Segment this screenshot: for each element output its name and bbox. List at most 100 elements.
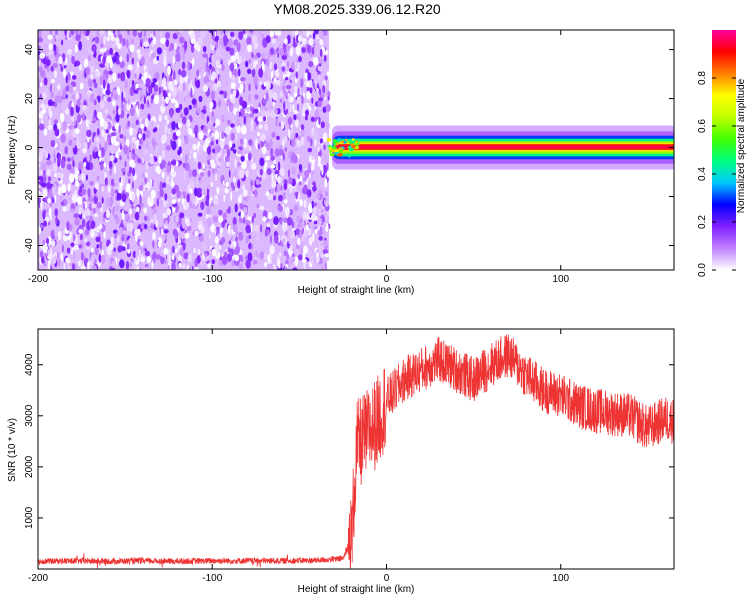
noise-blob: [109, 145, 116, 155]
noise-blob: [56, 171, 62, 179]
noise-blob: [107, 30, 112, 37]
noise-blob: [293, 114, 297, 121]
noise-blob: [151, 52, 156, 59]
noise-blob: [55, 30, 58, 36]
noise-blob: [145, 117, 149, 128]
noise-blob: [153, 175, 158, 180]
noise-blob: [129, 208, 132, 215]
noise-blob: [129, 262, 132, 267]
noise-blob: [310, 116, 315, 122]
noise-blob: [166, 208, 172, 216]
noise-blob: [236, 117, 240, 127]
noise-blob: [238, 31, 244, 40]
noise-blob: [295, 71, 299, 79]
noise-blob: [86, 154, 90, 162]
noise-blob: [79, 233, 83, 241]
noise-blob: [303, 220, 306, 226]
noise-blob: [171, 199, 176, 205]
noise-blob: [320, 58, 323, 65]
noise-blob: [49, 246, 53, 257]
noise-blob: [38, 137, 41, 147]
signal-band-speckle: [334, 151, 340, 155]
noise-blob: [224, 197, 227, 206]
noise-blob: [141, 157, 145, 164]
noise-blob: [175, 160, 179, 167]
noise-blob: [72, 263, 75, 270]
noise-blob: [207, 184, 211, 190]
noise-blob: [138, 30, 141, 33]
noise-blob: [197, 224, 203, 230]
noise-blob: [173, 70, 176, 81]
noise-blob: [166, 56, 171, 66]
noise-blob: [54, 34, 60, 40]
noise-blob: [243, 115, 246, 125]
noise-blob: [135, 206, 140, 213]
noise-blob: [167, 65, 171, 76]
noise-blob: [47, 99, 53, 107]
noise-blob: [52, 185, 55, 195]
noise-blob: [316, 87, 319, 93]
noise-blob: [105, 50, 110, 56]
noise-blob: [69, 84, 74, 94]
noise-blob: [318, 30, 325, 39]
noise-blob: [289, 103, 292, 113]
noise-blob: [73, 194, 78, 203]
noise-blob: [146, 227, 152, 232]
x-tick-label: 100: [552, 573, 569, 584]
noise-blob: [93, 213, 99, 218]
noise-blob: [317, 230, 323, 236]
noise-blob: [108, 243, 114, 251]
noise-blob: [210, 196, 213, 201]
noise-blob: [129, 44, 135, 53]
y-tick-label: -20: [24, 189, 35, 204]
colorbar-ticks: 0.0 0.2 0.4 0.6 0.8: [697, 71, 736, 277]
noise-blob: [304, 99, 310, 104]
noise-blob: [237, 196, 243, 204]
noise-blob: [277, 258, 281, 263]
signal-band-speckle: [328, 145, 332, 151]
noise-blob: [182, 82, 186, 92]
noise-blob: [162, 97, 165, 108]
noise-blob: [190, 132, 196, 138]
noise-blob: [60, 159, 66, 169]
noise-blob: [121, 104, 124, 110]
noise-blob: [294, 85, 298, 94]
noise-blob: [221, 255, 228, 266]
noise-blob: [288, 128, 291, 139]
noise-blob: [135, 83, 139, 89]
noise-blob: [117, 107, 122, 116]
noise-blob: [315, 254, 320, 264]
noise-blob: [295, 118, 299, 128]
noise-blob: [146, 256, 151, 263]
noise-blob: [233, 181, 236, 187]
noise-blob: [261, 146, 267, 155]
noise-blob: [57, 230, 62, 241]
noise-blob: [162, 182, 167, 188]
noise-blob: [307, 135, 311, 142]
noise-blob: [131, 80, 135, 86]
noise-blob: [176, 94, 179, 102]
noise-blob: [156, 254, 161, 260]
noise-blob: [215, 49, 221, 57]
noise-blob: [240, 77, 246, 82]
y-tick-label: 1000: [24, 506, 35, 529]
noise-blob: [52, 163, 58, 173]
noise-blob: [228, 38, 234, 48]
noise-blob: [218, 209, 223, 216]
noise-blob: [67, 157, 71, 162]
noise-blob: [200, 172, 204, 177]
noise-blob: [234, 159, 238, 168]
noise-blob: [90, 230, 95, 238]
noise-blob: [55, 216, 58, 225]
noise-blob: [57, 186, 62, 196]
noise-blob: [225, 45, 231, 52]
noise-blob: [127, 30, 130, 36]
noise-blob: [322, 106, 327, 113]
noise-blob: [158, 155, 162, 164]
noise-blob: [158, 200, 163, 208]
noise-blob: [236, 162, 242, 167]
noise-blob: [88, 197, 94, 202]
noise-blob: [225, 181, 230, 188]
noise-blob: [188, 168, 193, 178]
noise-blob: [87, 55, 92, 61]
